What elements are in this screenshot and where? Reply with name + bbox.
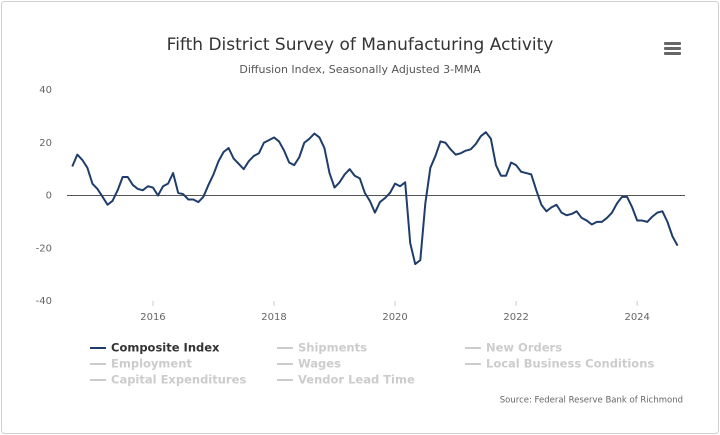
chart-title: Fifth District Survey of Manufacturing A… [167,35,554,55]
legend-item[interactable]: Composite Index [90,341,220,355]
legend-label: Local Business Conditions [486,357,654,371]
legend-label: New Orders [486,341,562,355]
legend-item[interactable]: Shipments [277,341,367,355]
x-tick-label: 2024 [624,312,649,323]
y-tick-label: -20 [36,243,52,254]
legend-label: Employment [111,357,192,371]
legend-label: Shipments [298,341,367,355]
y-tick-label: 20 [39,138,52,149]
legend-label: Capital Expenditures [111,373,246,387]
x-tick-label: 2022 [503,312,528,323]
legend-label: Wages [298,357,341,371]
legend-item[interactable]: New Orders [465,341,562,355]
source-credit: Source: Federal Reserve Bank of Richmond [500,396,683,406]
x-tick-label: 2016 [140,312,165,323]
y-tick-label: -40 [36,296,52,307]
legend-item[interactable]: Capital Expenditures [90,373,246,387]
legend-label: Composite Index [111,341,220,355]
x-tick-label: 2020 [382,312,407,323]
legend-item[interactable]: Wages [277,357,341,371]
legend-item[interactable]: Employment [90,357,192,371]
y-tick-label: 40 [39,85,52,96]
x-tick-label: 2018 [261,312,286,323]
legend-label: Vendor Lead Time [298,373,415,387]
chart-subtitle: Diffusion Index, Seasonally Adjusted 3-M… [239,63,481,76]
menu-button[interactable] [664,42,681,55]
y-tick-label: 0 [46,191,52,202]
legend-item[interactable]: Local Business Conditions [465,357,654,371]
legend-item[interactable]: Vendor Lead Time [277,373,415,387]
data-line [71,131,679,266]
